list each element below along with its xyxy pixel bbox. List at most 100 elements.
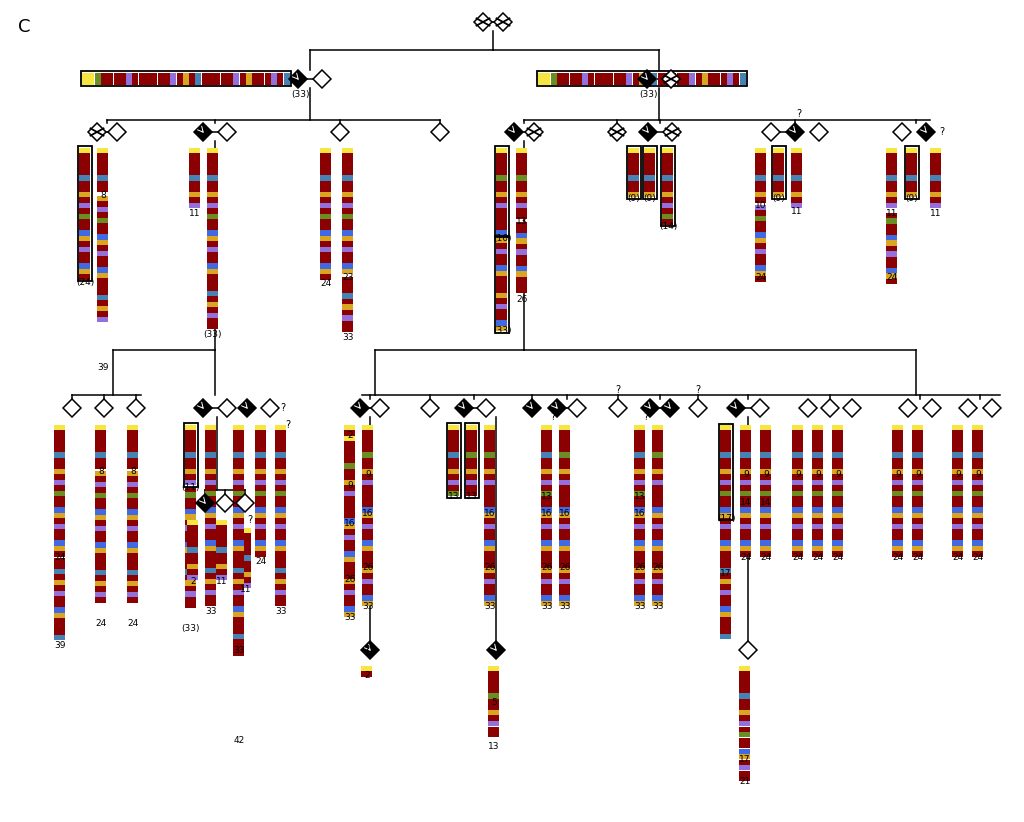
Text: 24: 24	[887, 274, 898, 283]
Bar	[634, 562, 645, 568]
Bar	[344, 584, 355, 589]
Bar	[127, 471, 138, 476]
Bar	[344, 507, 355, 513]
Bar	[275, 552, 286, 556]
Polygon shape	[923, 399, 941, 417]
Bar	[892, 507, 903, 513]
Bar	[892, 486, 903, 491]
Bar	[892, 552, 903, 556]
Text: 26: 26	[344, 575, 355, 584]
Bar	[97, 256, 108, 261]
Bar	[563, 73, 569, 85]
Bar	[79, 154, 90, 159]
Bar	[187, 531, 198, 536]
Bar	[720, 447, 731, 452]
Bar	[271, 73, 278, 85]
Bar	[54, 630, 65, 635]
Bar	[207, 154, 218, 159]
Bar	[773, 187, 784, 192]
Bar	[739, 770, 750, 776]
Text: ?: ?	[286, 420, 291, 430]
Bar	[189, 192, 200, 197]
Bar	[488, 715, 499, 721]
Bar	[972, 535, 983, 540]
Polygon shape	[727, 399, 745, 417]
Bar	[207, 203, 218, 208]
Bar	[739, 732, 750, 737]
Bar	[466, 436, 477, 441]
Bar	[54, 546, 65, 552]
Bar	[740, 425, 751, 430]
Bar	[541, 502, 552, 507]
Bar	[233, 469, 244, 474]
Text: 24: 24	[756, 274, 767, 283]
Bar	[652, 452, 663, 458]
Bar	[466, 464, 477, 469]
Bar	[792, 441, 803, 446]
Bar	[95, 498, 106, 504]
Bar	[595, 73, 601, 85]
Bar	[189, 203, 200, 208]
Bar	[496, 187, 507, 192]
Bar	[720, 524, 731, 529]
Bar	[892, 452, 903, 458]
Bar	[233, 519, 244, 524]
Bar	[892, 496, 903, 501]
Bar	[319, 148, 331, 153]
Text: (11): (11)	[181, 483, 201, 492]
Bar	[634, 584, 645, 589]
Bar	[185, 586, 196, 591]
Bar	[538, 73, 544, 85]
Bar	[344, 568, 355, 573]
Bar	[207, 242, 218, 247]
Bar	[207, 275, 218, 279]
Bar	[652, 513, 663, 518]
Bar	[95, 452, 106, 458]
Bar	[912, 425, 923, 430]
Bar	[755, 205, 766, 210]
Bar	[187, 553, 198, 558]
Text: 9: 9	[975, 470, 981, 479]
Bar	[342, 299, 353, 304]
Bar	[344, 486, 355, 491]
Text: 13: 13	[516, 218, 527, 227]
Text: 33: 33	[542, 602, 553, 611]
Bar	[127, 510, 138, 515]
Bar	[205, 447, 216, 452]
Bar	[95, 515, 106, 520]
Bar	[205, 568, 216, 573]
Bar	[892, 513, 903, 518]
Bar	[138, 73, 144, 85]
Polygon shape	[95, 399, 113, 417]
Bar	[319, 154, 331, 159]
Bar	[886, 197, 897, 203]
Bar	[362, 535, 373, 540]
Bar	[97, 279, 108, 284]
Bar	[319, 225, 331, 230]
Bar	[516, 154, 527, 159]
Bar	[255, 513, 266, 518]
Bar	[720, 607, 731, 612]
Bar	[362, 519, 373, 524]
Bar	[760, 541, 771, 546]
Bar	[54, 558, 65, 563]
Bar	[79, 197, 90, 203]
Bar	[739, 765, 750, 770]
Bar	[516, 170, 527, 175]
Bar	[652, 431, 663, 436]
Bar	[541, 441, 552, 446]
Bar	[773, 192, 784, 197]
Bar	[831, 425, 843, 430]
Bar	[740, 535, 751, 540]
Bar	[208, 73, 214, 85]
Bar	[319, 236, 331, 241]
Bar	[720, 579, 731, 584]
Bar	[952, 447, 963, 452]
Bar	[634, 568, 645, 573]
Bar	[559, 464, 570, 469]
Bar	[255, 458, 266, 464]
Bar	[559, 541, 570, 546]
Text: ?: ?	[797, 109, 802, 119]
Bar	[319, 197, 331, 203]
Bar	[541, 458, 552, 464]
